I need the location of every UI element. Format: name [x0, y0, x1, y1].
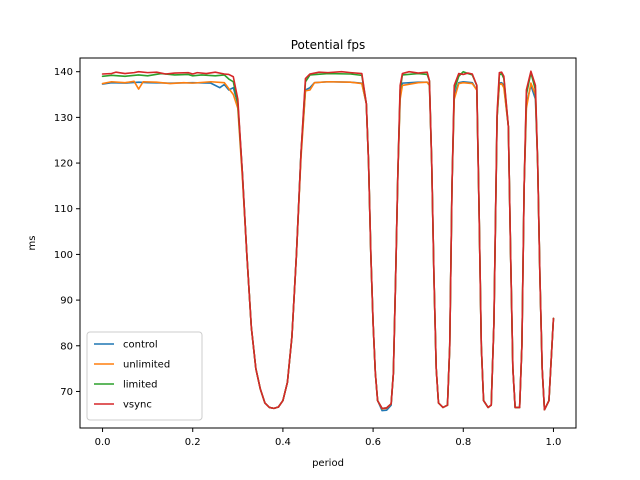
y-tick-label: 70 [60, 387, 73, 398]
chart-title: Potential fps [291, 38, 365, 52]
plot-frame [79, 57, 577, 429]
x-tick-label: 0.0 [95, 437, 111, 448]
x-tick-label: 0.2 [185, 437, 201, 448]
legend-label-limited: limited [123, 380, 158, 391]
legend-label-unlimited: unlimited [123, 360, 170, 371]
x-tick-label: 1.0 [546, 437, 562, 448]
x-tick-label: 0.4 [275, 437, 291, 448]
x-tick-label: 0.8 [455, 437, 471, 448]
y-tick-label: 90 [60, 296, 73, 307]
legend: control unlimited limited vsync [86, 331, 203, 421]
legend-label-control: control [123, 340, 158, 351]
y-tick-label: 140 [54, 67, 73, 78]
legend-label-vsync: vsync [123, 400, 152, 411]
legend-box [86, 331, 203, 421]
y-tick-label: 80 [60, 341, 73, 352]
y-tick-label: 100 [54, 250, 73, 261]
x-axis-label: period [312, 458, 344, 469]
y-tick-label: 110 [54, 204, 73, 215]
y-tick-label: 130 [54, 113, 73, 124]
y-axis: 70 80 90 100 110 120 130 140 [54, 67, 80, 398]
x-tick-label: 0.6 [365, 437, 381, 448]
y-axis-label: ms [27, 236, 38, 251]
x-axis: 0.0 0.2 0.4 0.6 0.8 1.0 [95, 428, 562, 448]
series-line-vsync [101, 70, 555, 411]
y-tick-label: 120 [54, 159, 73, 170]
series-layer [101, 70, 555, 412]
